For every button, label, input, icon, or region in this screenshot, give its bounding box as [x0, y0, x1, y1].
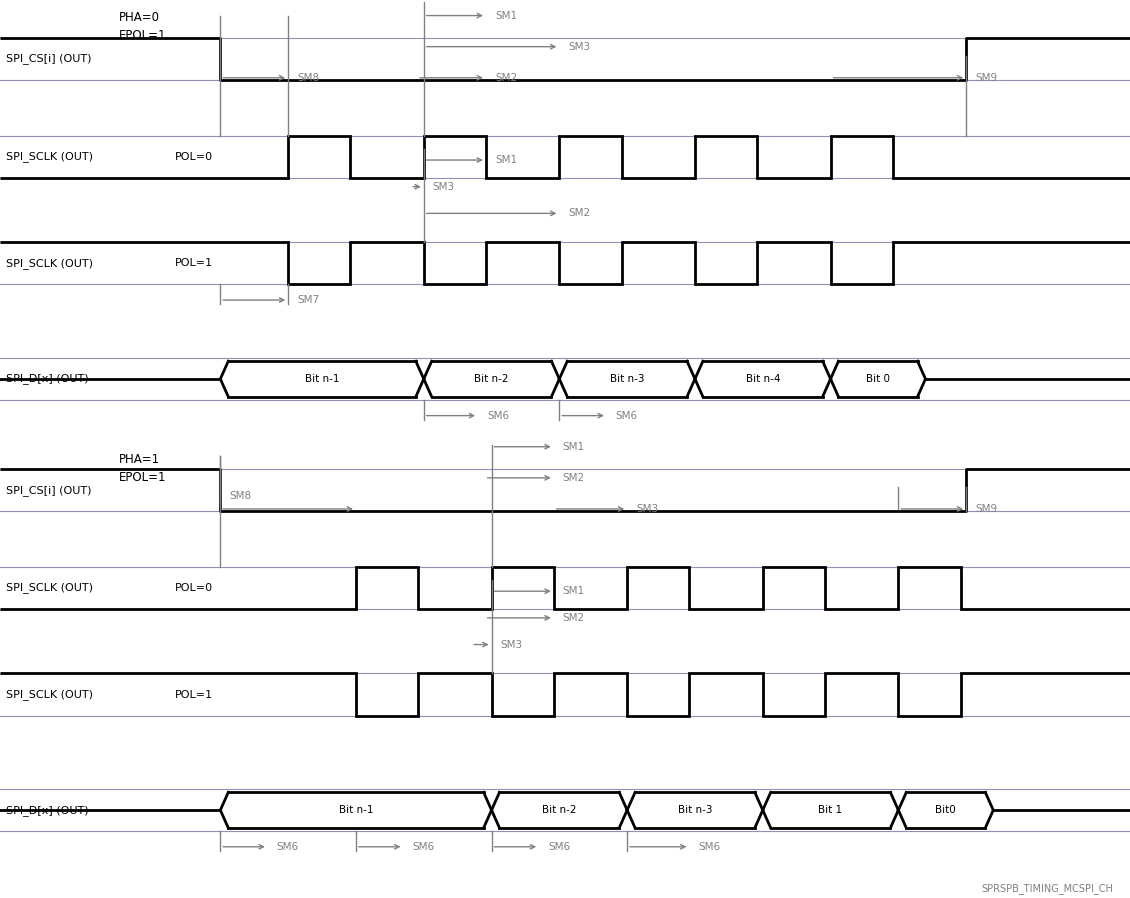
Text: SM2: SM2: [563, 612, 585, 623]
Text: SPI_CS[i] (OUT): SPI_CS[i] (OUT): [6, 54, 92, 65]
Text: Bit n-2: Bit n-2: [475, 374, 508, 384]
Text: POL=0: POL=0: [175, 583, 214, 593]
Text: SM7: SM7: [297, 295, 320, 305]
Text: Bit n-1: Bit n-1: [305, 374, 339, 384]
Text: SM6: SM6: [487, 410, 510, 420]
Text: SM1: SM1: [563, 442, 585, 452]
Text: SM8: SM8: [229, 490, 252, 500]
Text: SPI_SCLK (OUT): SPI_SCLK (OUT): [6, 258, 93, 269]
Text: Bit n-3: Bit n-3: [678, 806, 712, 815]
Text: SM3: SM3: [501, 639, 523, 649]
Text: SM3: SM3: [568, 41, 591, 52]
Text: SM6: SM6: [277, 841, 299, 852]
Text: POL=0: POL=0: [175, 152, 214, 162]
Text: SM3: SM3: [636, 504, 659, 514]
Text: SPI_D[x] (OUT): SPI_D[x] (OUT): [6, 805, 88, 815]
Text: SM8: SM8: [297, 73, 320, 83]
Text: SM1: SM1: [495, 11, 518, 21]
Text: SM6: SM6: [412, 841, 435, 852]
Text: Bit n-1: Bit n-1: [339, 806, 373, 815]
Text: SM9: SM9: [975, 73, 998, 83]
Text: SPI_D[x] (OUT): SPI_D[x] (OUT): [6, 374, 88, 384]
Text: SM6: SM6: [698, 841, 721, 852]
Text: SPI_CS[i] (OUT): SPI_CS[i] (OUT): [6, 485, 92, 496]
Text: EPOL=1: EPOL=1: [119, 471, 166, 484]
Text: SM2: SM2: [563, 473, 585, 483]
Text: PHA=0: PHA=0: [119, 11, 159, 24]
Text: Bit n-2: Bit n-2: [542, 806, 576, 815]
Text: SPI_SCLK (OUT): SPI_SCLK (OUT): [6, 151, 93, 163]
Text: SPRSPB_TIMING_MCSPI_CH: SPRSPB_TIMING_MCSPI_CH: [981, 883, 1113, 894]
Text: SM9: SM9: [975, 504, 998, 514]
Text: SM6: SM6: [548, 841, 571, 852]
Text: SM1: SM1: [563, 586, 585, 596]
Text: POL=1: POL=1: [175, 259, 214, 269]
Text: SM1: SM1: [495, 155, 518, 165]
Text: SPI_SCLK (OUT): SPI_SCLK (OUT): [6, 689, 93, 700]
Text: SM2: SM2: [568, 208, 591, 218]
Text: Bit n-3: Bit n-3: [610, 374, 644, 384]
Text: SM3: SM3: [433, 181, 455, 191]
Text: SPI_SCLK (OUT): SPI_SCLK (OUT): [6, 583, 93, 594]
Text: Bit n-4: Bit n-4: [746, 374, 780, 384]
Text: POL=1: POL=1: [175, 690, 214, 700]
Text: SM6: SM6: [616, 410, 638, 420]
Text: PHA=1: PHA=1: [119, 453, 159, 466]
Text: Bit0: Bit0: [936, 806, 956, 815]
Text: EPOL=1: EPOL=1: [119, 29, 166, 42]
Text: Bit 1: Bit 1: [818, 806, 843, 815]
Text: SM2: SM2: [495, 73, 518, 83]
Text: Bit 0: Bit 0: [866, 374, 890, 384]
